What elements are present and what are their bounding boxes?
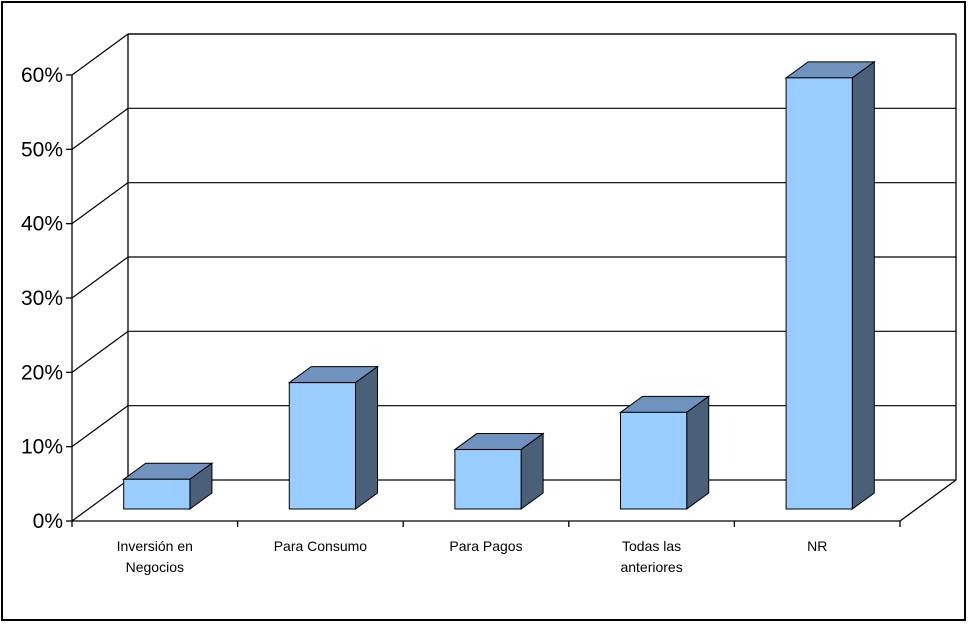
x-tick-label: Todas las xyxy=(622,538,681,554)
y-axis: 0% 10% 20% 30% 40% 50% 60% xyxy=(21,64,72,533)
bar-side-face xyxy=(851,60,875,510)
y-tick-label: 40% xyxy=(21,213,63,236)
side-wall-gridline xyxy=(71,33,129,76)
side-wall-gridline xyxy=(71,182,129,225)
floor-right-edge xyxy=(899,479,957,522)
y-tick-label: 0% xyxy=(33,510,63,533)
bar-front-face xyxy=(288,382,357,510)
bar-side-face xyxy=(355,365,379,510)
bar xyxy=(618,395,711,510)
side-wall-gridline xyxy=(71,107,129,150)
y-tick-label: 10% xyxy=(21,436,63,459)
x-tick-label: Para Consumo xyxy=(274,538,368,554)
x-tick-label: NR xyxy=(807,538,827,554)
bar xyxy=(784,60,876,510)
x-tick-label: Negocios xyxy=(126,559,184,575)
x-axis: Inversión en Negocios Para Consumo Para Pag… xyxy=(71,521,901,575)
side-wall-gridline xyxy=(71,256,129,299)
bar-front-face xyxy=(123,478,191,510)
bar-front-face xyxy=(619,411,688,510)
x-tick-label: Inversión en xyxy=(117,538,193,554)
y-tick-label: 30% xyxy=(21,287,63,310)
bar-front-face xyxy=(785,77,853,510)
bar xyxy=(287,365,380,510)
bar xyxy=(122,462,214,510)
bar-front-face xyxy=(454,449,522,510)
bar-side-face xyxy=(686,395,710,510)
side-wall-gridline xyxy=(71,479,129,522)
side-wall-gridline xyxy=(71,405,129,448)
y-tick-label: 60% xyxy=(21,64,63,87)
side-wall-gridline xyxy=(71,330,129,373)
y-tick-label: 20% xyxy=(21,361,63,384)
x-tick-label: Para Pagos xyxy=(449,538,522,554)
bars xyxy=(122,60,876,510)
bar xyxy=(453,432,545,510)
y-tick-label: 50% xyxy=(21,138,63,161)
x-tick-label: anteriores xyxy=(620,559,682,575)
